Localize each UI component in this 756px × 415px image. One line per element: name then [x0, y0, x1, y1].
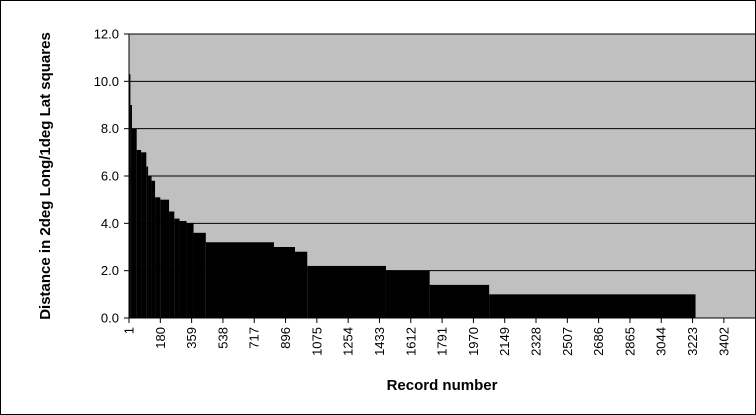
- x-tick-label: 896: [278, 327, 293, 349]
- x-tick-label: 2865: [622, 327, 637, 356]
- bars: [129, 74, 696, 318]
- x-tick-label: 1: [122, 327, 137, 334]
- y-tick-label: 10.0: [94, 74, 119, 89]
- bar: [169, 211, 175, 318]
- y-axis-title: Distance in 2deg Long/1deg Lat squares: [37, 32, 54, 320]
- y-tick-label: 6.0: [101, 169, 119, 184]
- bar: [294, 251, 308, 318]
- bar: [193, 232, 206, 318]
- x-tick-label: 3044: [654, 327, 669, 356]
- x-axis-title: Record number: [387, 377, 498, 394]
- x-tick-label: 1970: [466, 327, 481, 356]
- bar: [174, 218, 180, 318]
- y-tick-label: 12.0: [94, 27, 119, 42]
- x-tick-label: 1433: [372, 327, 387, 356]
- x-tick-label: 717: [247, 327, 262, 349]
- bar: [148, 176, 152, 318]
- x-tick-label: 3402: [716, 327, 731, 356]
- bar: [130, 105, 132, 318]
- y-tick-label: 0.0: [101, 311, 119, 326]
- x-tick-label: 1612: [403, 327, 418, 356]
- bar: [489, 294, 696, 318]
- bar: [205, 242, 274, 318]
- gridlines: [129, 33, 755, 272]
- x-tick-label: 1791: [435, 327, 450, 356]
- y-tick-labels: 0.0 2.0 4.0 6.0 8.0 10.0 12.0: [94, 27, 129, 326]
- bar: [160, 199, 170, 318]
- x-tick-label: 2328: [529, 327, 544, 356]
- bar: [155, 197, 161, 318]
- y-tick-label: 2.0: [101, 263, 119, 278]
- bar: [179, 220, 187, 318]
- x-tick-label: 2507: [560, 327, 575, 356]
- bar: [141, 152, 147, 318]
- y-tick-label: 8.0: [101, 121, 119, 136]
- bar: [129, 74, 131, 318]
- bar: [146, 166, 149, 318]
- bar: [136, 149, 142, 318]
- bar: [131, 128, 137, 318]
- bar: [307, 265, 386, 318]
- bar: [186, 223, 194, 318]
- bar: [273, 247, 295, 318]
- x-tick-label: 2149: [497, 327, 512, 356]
- y-tick-label: 4.0: [101, 216, 119, 231]
- bar: [429, 284, 490, 318]
- x-tick-labels: 1 180 359 538 717 896 1075 1254 1433 1612 1791 1970…: [122, 318, 731, 356]
- x-tick-label: 538: [215, 327, 230, 349]
- x-tick-label: 2686: [591, 327, 606, 356]
- x-tick-label: 359: [184, 327, 199, 349]
- x-tick-label: 1254: [341, 327, 356, 356]
- x-tick-label: 1075: [309, 327, 324, 356]
- x-tick-label: 3223: [685, 327, 700, 356]
- bar: [151, 180, 156, 318]
- x-tick-label: 180: [153, 327, 168, 349]
- bar: [385, 270, 430, 318]
